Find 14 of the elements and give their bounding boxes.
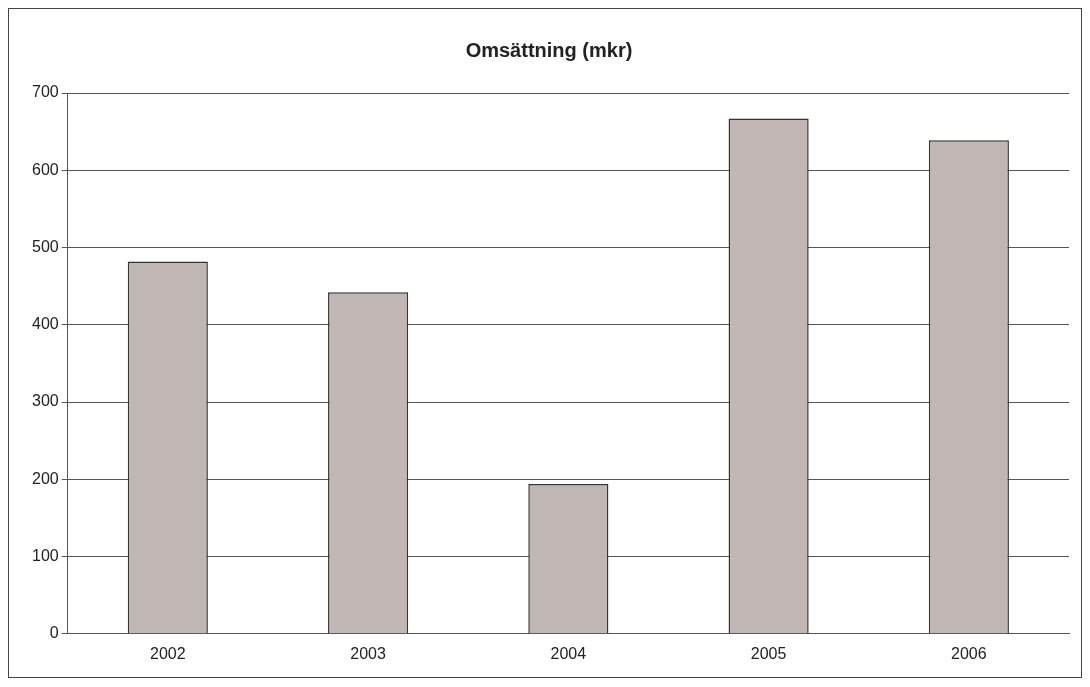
y-tick-label: 300: [31, 392, 59, 410]
y-tick-label: 100: [31, 546, 59, 564]
y-tick-label: 400: [31, 315, 59, 333]
y-tick-label: 0: [49, 624, 59, 642]
x-tick-label: 2002: [150, 644, 186, 662]
y-tick-label: 200: [31, 469, 59, 487]
x-tick-label: 2004: [550, 644, 587, 662]
x-tick-label: 2003: [350, 644, 386, 662]
y-tick-label: 500: [31, 237, 59, 255]
x-tick-label: 2005: [750, 644, 787, 662]
x-tick-label: 2006: [951, 644, 987, 662]
y-tick-label: 600: [31, 160, 59, 178]
chart-title: Omsättning (mkr): [465, 38, 633, 61]
y-tick-label: 700: [31, 83, 59, 101]
